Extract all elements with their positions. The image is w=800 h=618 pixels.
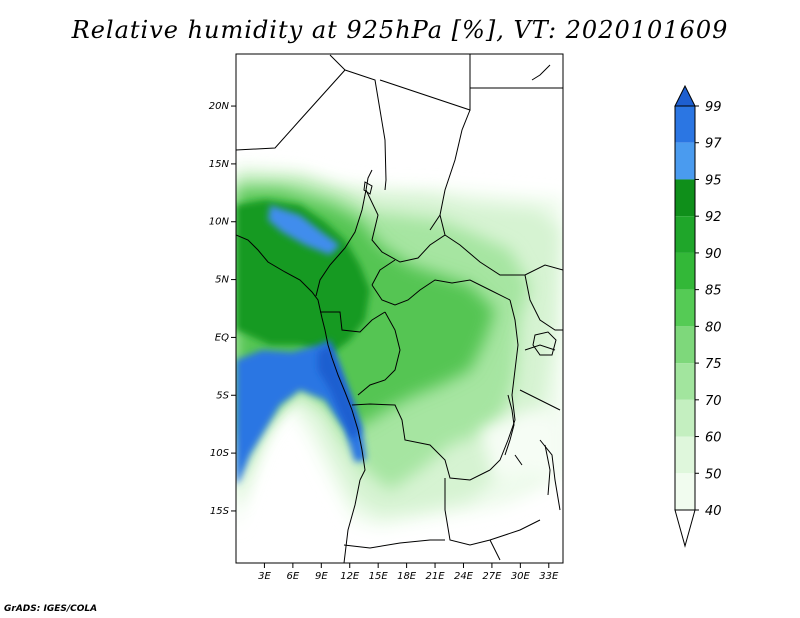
border-chad-sudan [429, 109, 471, 231]
lon-tick-label-6E: 6E [287, 571, 300, 582]
border-east-africa [519, 274, 563, 511]
map-axes: 3E 6E 9E 12E 15E 18E 21E 24E 27E 30E 33E 20N 15N 10N 5… [209, 101, 559, 582]
colorbar-label-95: 95 [705, 173, 722, 188]
colorbar-label-90: 90 [705, 247, 722, 262]
lat-tick-label-5S: 5S [216, 390, 229, 401]
lat-tick-label-10N: 10N [209, 217, 230, 228]
lon-tick-label-9E: 9E [315, 571, 328, 582]
colorbar-label-80: 80 [705, 320, 722, 335]
border-angola-zambia [444, 478, 541, 546]
lat-tick-label-EQ: EQ [215, 332, 229, 343]
lon-tick-label-15E: 15E [369, 571, 389, 582]
border-congo-gabon [320, 311, 386, 333]
colorbar-frame [674, 105, 696, 511]
lon-tick-label-33E: 33E [539, 571, 559, 582]
border-drc-east [489, 299, 519, 471]
colorbar-top-arrow [674, 84, 696, 107]
colorbar-label-70: 70 [705, 394, 722, 409]
lon-tick-label-18E: 18E [397, 571, 417, 582]
colorbar-label-60: 60 [705, 431, 722, 446]
colorbar-swatch [675, 473, 695, 510]
colorbar-label-50: 50 [705, 467, 722, 482]
grads-credit: GrADS: IGES/COLA [4, 604, 98, 614]
colorbar-swatch [675, 106, 695, 143]
colorbar-swatch [675, 289, 695, 327]
lake-mweru [514, 454, 523, 466]
colorbar-swatch [675, 179, 695, 217]
lat-tick-label-15S: 15S [210, 506, 230, 517]
red-sea-coast [531, 64, 551, 81]
lake-chad [363, 181, 373, 195]
lon-tick-label-30E: 30E [511, 571, 531, 582]
humidity-zone-92 [236, 200, 370, 355]
lon-tick-label-3E: 3E [258, 571, 271, 582]
border-niger-chad [329, 54, 346, 71]
colorbar-label-99: 99 [705, 100, 722, 115]
colorbar-label-85: 85 [705, 284, 722, 299]
border-south [343, 539, 501, 561]
humidity-zone-99 [318, 345, 360, 440]
colorbar-swatch [675, 326, 695, 364]
lake-malawi [544, 444, 551, 496]
lon-tick-label-21E: 21E [426, 571, 446, 582]
country-borders [236, 54, 563, 563]
border-libya-chad [379, 54, 471, 111]
border-nigeria-cameroon [315, 169, 373, 297]
lon-tick-label-12E: 12E [340, 571, 360, 582]
colorbar-bottom-arrow [674, 509, 696, 548]
lat-tick-label-20N: 20N [209, 101, 230, 112]
humidity-zone-se-light [480, 410, 563, 480]
colorbar-label-92: 92 [705, 210, 722, 225]
colorbar-swatch [675, 363, 695, 400]
colorbar-swatch [675, 216, 695, 253]
border-congo-drc [357, 311, 401, 396]
map-frame [235, 53, 564, 564]
border-sahel-north [236, 69, 387, 191]
colorbar-swatch [675, 252, 695, 290]
lake-victoria [532, 331, 557, 356]
lon-tick-label-27E: 27E [482, 571, 502, 582]
map-title: Relative humidity at 925hPa [%], VT: 202… [71, 16, 729, 44]
coastline-angola [343, 479, 361, 563]
border-sudan-south [444, 234, 563, 276]
colorbar-swatch [675, 436, 695, 474]
humidity-zone-97-north [268, 205, 340, 255]
colorbar: 99 97 95 92 90 85 80 75 70 60 50 40 [674, 84, 722, 548]
border-chad-car [365, 189, 446, 263]
lat-tick-label-10S: 10S [210, 448, 230, 459]
colorbar-swatch [675, 399, 695, 437]
colorbar-label-40: 40 [705, 504, 722, 519]
colorbar-label-97: 97 [705, 137, 722, 152]
lat-tick-label-5N: 5N [215, 275, 229, 286]
border-drc-angola [351, 403, 491, 481]
colorbar-label-75: 75 [705, 357, 722, 372]
coastline-atlantic [236, 234, 366, 481]
lon-tick-label-24E: 24E [454, 571, 474, 582]
lat-tick-label-15N: 15N [209, 159, 230, 170]
colorbar-swatch [675, 142, 695, 180]
lake-tanganyika [504, 394, 515, 456]
border-car-south [371, 259, 511, 306]
